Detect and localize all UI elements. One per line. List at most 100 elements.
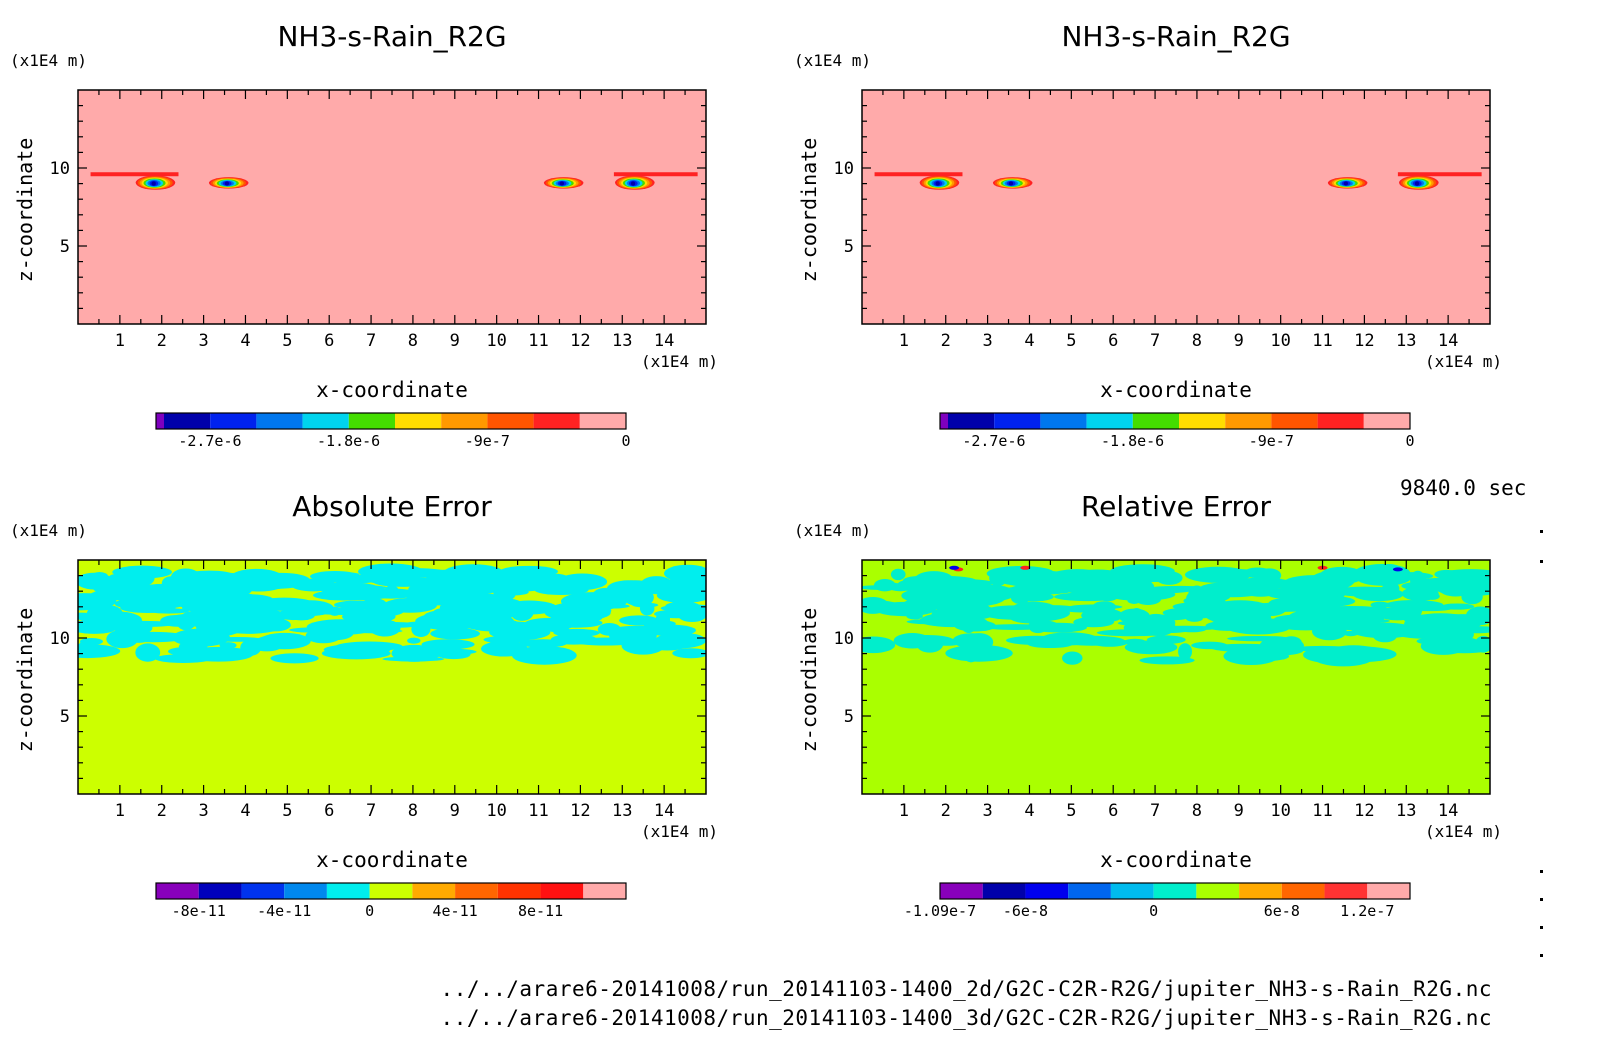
x-tick-label: 10: [1270, 801, 1290, 821]
anomaly-patch: [1091, 581, 1107, 593]
anomaly-patch: [1172, 601, 1232, 612]
anomaly-patch: [664, 564, 706, 583]
anomaly-patch: [1326, 646, 1397, 663]
colorbar-segment: [1196, 883, 1240, 899]
anomaly-patch: [148, 608, 190, 614]
filament: [874, 172, 963, 177]
contour-level: [630, 181, 636, 186]
anomaly-patch: [1369, 573, 1393, 586]
x-tick-label: 8: [1192, 801, 1202, 821]
anomaly-patch: [1125, 609, 1141, 627]
x-tick-label: 7: [366, 331, 376, 351]
anomaly-patch: [430, 627, 480, 640]
anomaly-patch: [409, 649, 442, 659]
x-tick-label: 11: [528, 801, 548, 821]
anomaly-patch: [276, 609, 311, 621]
anomaly-patch: [1444, 578, 1490, 596]
colorbar-segment: [198, 883, 242, 899]
anomaly-patch: [655, 611, 671, 628]
decoration-dot: [1540, 870, 1543, 873]
anomaly-patch: [402, 620, 471, 628]
x-tick-label: 6: [324, 801, 334, 821]
x-tick-label: 7: [366, 801, 376, 821]
x-tick-label: 1: [115, 801, 125, 821]
x-tick-label: 2: [157, 331, 167, 351]
x-unit-label: (x1E4 m): [1425, 822, 1502, 841]
anomaly-patch: [619, 615, 659, 626]
x-tick-label: 2: [941, 331, 951, 351]
anomaly-patch: [592, 587, 619, 602]
colorbar-segment: [1225, 413, 1272, 429]
extreme-spot: [949, 565, 960, 570]
colorbar-tick-label: -9e-7: [1249, 432, 1294, 450]
x-unit-label: (x1E4 m): [641, 352, 718, 371]
anomaly-patch: [1370, 601, 1390, 609]
x-tick-label: 10: [1270, 331, 1290, 351]
x-tick-label: 5: [1066, 331, 1076, 351]
colorbar-segment: [164, 413, 211, 429]
anomaly-patch: [557, 573, 608, 590]
colorbar-segment: [156, 883, 199, 899]
x-tick-label: 10: [486, 801, 506, 821]
chart-title: NH3-s-Rain_R2G: [1061, 20, 1290, 53]
anomaly-patch: [1224, 617, 1292, 635]
anomaly-patch: [270, 653, 319, 664]
y-unit-label: (x1E4 m): [10, 521, 87, 540]
colorbar-segment: [533, 413, 580, 429]
anomaly-patch: [631, 580, 699, 590]
x-tick-label: 3: [982, 801, 992, 821]
anomaly-patch: [310, 571, 360, 582]
anomaly-patch: [178, 640, 208, 653]
contour-level: [1343, 181, 1349, 186]
colorbar-segment: [284, 883, 327, 899]
colorbar-segment: [583, 883, 626, 899]
anomaly-patch: [1223, 647, 1279, 666]
colorbar-tick-label: 0: [1149, 902, 1158, 920]
x-tick-label: 3: [198, 801, 208, 821]
x-tick-label: 9: [450, 801, 460, 821]
x-tick-label: 1: [899, 801, 909, 821]
anomaly-patch: [477, 598, 521, 609]
anomaly-patch: [78, 625, 115, 634]
colorbar-segment: [1040, 413, 1087, 429]
colorbar-tick-label: -2.7e-6: [962, 432, 1025, 450]
colorbar-segment: [156, 413, 164, 429]
anomaly-patch: [515, 582, 574, 588]
colorbar-segment: [369, 883, 413, 899]
colorbar-segment: [441, 413, 488, 429]
colorbar-frame: [155, 882, 627, 900]
chart-title: Absolute Error: [292, 490, 492, 523]
contour-level: [1414, 181, 1420, 186]
colorbar-segment: [348, 413, 395, 429]
plot-content: [78, 563, 706, 665]
anomaly-patch: [961, 618, 976, 634]
anomaly-patch: [337, 591, 389, 600]
anomaly-patch: [609, 626, 657, 645]
colorbar-segment: [395, 413, 442, 429]
anomaly-patch: [176, 589, 220, 604]
y-tick-label: 10: [50, 159, 70, 179]
x-tick-label: 6: [1108, 801, 1118, 821]
colorbar-segment: [487, 413, 534, 429]
colorbar-segment: [1179, 413, 1226, 429]
colorbar-segment: [1239, 883, 1282, 899]
anomaly-patch: [106, 629, 139, 649]
x-axis-label: x-coordinate: [1100, 378, 1252, 402]
anomaly-patch: [964, 584, 1016, 602]
anomaly-patch: [1230, 577, 1293, 589]
colorbar-segment: [412, 883, 456, 899]
anomaly-patch: [645, 636, 690, 651]
decoration-dot: [1540, 926, 1543, 929]
file-path-2d: ../../arare6-20141008/run_20141103-1400_…: [440, 977, 1492, 1001]
anomaly-patch: [898, 635, 955, 647]
anomaly-patch: [369, 577, 425, 585]
anomaly-patch: [1399, 601, 1423, 620]
x-tick-label: 13: [1396, 331, 1416, 351]
x-tick-label: 8: [408, 331, 418, 351]
x-tick-label: 12: [570, 331, 590, 351]
colorbar-segment: [1110, 883, 1154, 899]
x-tick-label: 10: [486, 331, 506, 351]
decoration-dot: [1540, 560, 1543, 563]
anomaly-patch: [890, 568, 906, 581]
anomaly-patch: [1401, 586, 1439, 601]
